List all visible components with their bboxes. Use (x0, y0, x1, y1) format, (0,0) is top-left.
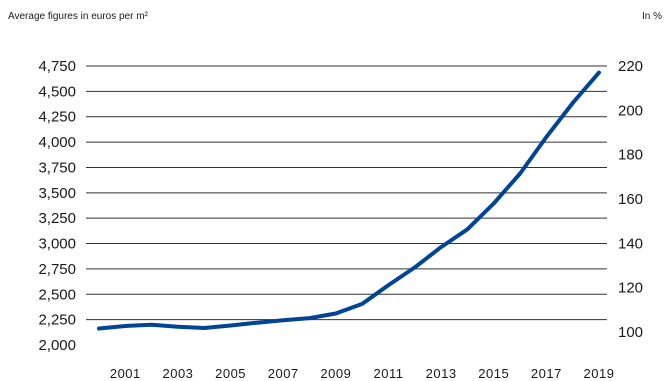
series-line (97, 70, 601, 331)
y-right-tick-label: 160 (618, 191, 643, 208)
y-right-tick-label: 100 (618, 324, 643, 341)
y-left-tick-label: 2,500 (38, 286, 76, 303)
x-tick-label: 2019 (584, 366, 615, 381)
y-left-tick-label: 3,000 (38, 236, 76, 253)
y-left-tick-label: 4,750 (38, 58, 76, 75)
y-left-tick-label: 2,250 (38, 312, 76, 329)
left-y-axis-ticks: 4,750 4,500 4,250 4,000 3,750 3,500 3,250 3,000… (38, 58, 76, 354)
y-right-tick-label: 220 (618, 58, 643, 75)
y-right-tick-label: 120 (618, 280, 643, 297)
y-left-tick-label: 3,250 (38, 210, 76, 227)
x-tick-label: 2001 (110, 366, 141, 381)
x-tick-label: 2009 (320, 366, 351, 381)
y-right-tick-label: 180 (618, 147, 643, 164)
x-tick-label: 2003 (162, 366, 193, 381)
y-left-tick-label: 4,250 (38, 109, 76, 126)
x-tick-label: 2005 (215, 366, 246, 381)
x-tick-label: 2017 (531, 366, 562, 381)
x-axis-ticks: 2001 2003 2005 2007 2009 2011 2013 2015 2017 2019 (110, 366, 615, 381)
right-y-axis-ticks: 220 200 180 160 140 120 100 (618, 58, 643, 341)
right-axis-label: In % (642, 11, 662, 22)
left-axis-label: Average figures in euros per m² (8, 11, 149, 22)
y-right-tick-label: 140 (618, 235, 643, 252)
x-tick-label: 2011 (373, 366, 403, 381)
x-tick-label: 2015 (478, 366, 509, 381)
x-tick-label: 2013 (426, 366, 457, 381)
x-tick-label: 2007 (268, 366, 299, 381)
y-left-tick-label: 4,000 (38, 134, 76, 151)
y-left-tick-label: 3,750 (38, 159, 76, 176)
y-right-tick-label: 200 (618, 102, 643, 119)
gridlines (86, 65, 607, 321)
y-left-tick-label: 3,500 (38, 185, 76, 202)
series-layer (97, 70, 601, 331)
y-left-tick-label: 4,500 (38, 83, 76, 100)
y-left-tick-label: 2,000 (38, 337, 76, 354)
y-left-tick-label: 2,750 (38, 261, 76, 278)
